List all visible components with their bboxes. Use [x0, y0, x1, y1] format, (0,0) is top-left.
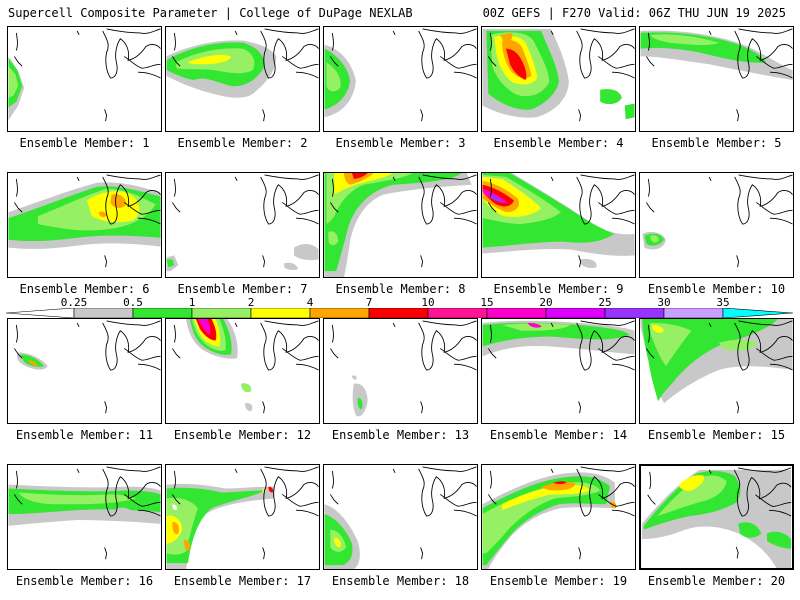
- ensemble-panel-10[interactable]: Ensemble Member: 10: [639, 172, 794, 296]
- ensemble-panel-4[interactable]: Ensemble Member: 4: [481, 26, 636, 150]
- ensemble-panel-11[interactable]: Ensemble Member: 11: [7, 318, 162, 442]
- panel-label: Ensemble Member: 5: [651, 136, 782, 150]
- ensemble-panel-2[interactable]: Ensemble Member: 2: [165, 26, 320, 150]
- panel-row-4: Ensemble Member: 16 Ensemble Member: 17 …: [7, 464, 794, 588]
- legend-swatch-12: [722, 308, 794, 318]
- ensemble-map-12: [165, 318, 320, 424]
- legend-swatch-1: [73, 308, 134, 318]
- panel-label: Ensemble Member: 2: [177, 136, 308, 150]
- panel-label: Ensemble Member: 12: [173, 428, 312, 442]
- panel-label: Ensemble Member: 11: [15, 428, 154, 442]
- panel-label: Ensemble Member: 17: [173, 574, 312, 588]
- panel-label: Ensemble Member: 19: [489, 574, 628, 588]
- ensemble-map-1: [7, 26, 162, 132]
- chart-title: Supercell Composite Parameter | College …: [8, 6, 413, 20]
- run-valid-time: 00Z GEFS | F270 Valid: 06Z THU JUN 19 20…: [482, 6, 786, 20]
- legend-tick-label: 35: [716, 296, 730, 309]
- panel-label: Ensemble Member: 15: [647, 428, 786, 442]
- ensemble-map-7: [165, 172, 320, 278]
- ensemble-panel-12[interactable]: Ensemble Member: 12: [165, 318, 320, 442]
- ensemble-map-8: [323, 172, 478, 278]
- legend-color-bar: [6, 308, 794, 318]
- legend-swatch-9: [545, 308, 606, 318]
- panel-row-3: Ensemble Member: 11 Ensemble Member: 12 …: [7, 318, 794, 442]
- ensemble-map-16: [7, 464, 162, 570]
- panel-label: Ensemble Member: 4: [493, 136, 624, 150]
- ensemble-map-4: [481, 26, 636, 132]
- panel-label: Ensemble Member: 3: [335, 136, 466, 150]
- panel-label: Ensemble Member: 9: [493, 282, 624, 296]
- ensemble-map-18: [323, 464, 478, 570]
- ensemble-panel-15[interactable]: Ensemble Member: 15: [639, 318, 794, 442]
- ensemble-panel-18[interactable]: Ensemble Member: 18: [323, 464, 478, 588]
- legend-tick-label: 2: [247, 296, 255, 309]
- ensemble-panel-3[interactable]: Ensemble Member: 3: [323, 26, 478, 150]
- ensemble-panel-9[interactable]: Ensemble Member: 9: [481, 172, 636, 296]
- ensemble-panel-8[interactable]: Ensemble Member: 8: [323, 172, 478, 296]
- legend-swatch-3: [191, 308, 252, 318]
- legend-tick-label: 0.5: [123, 296, 143, 309]
- ensemble-panel-5[interactable]: Ensemble Member: 5: [639, 26, 794, 150]
- ensemble-map-6: [7, 172, 162, 278]
- panel-label: Ensemble Member: 10: [647, 282, 786, 296]
- ensemble-panel-14[interactable]: Ensemble Member: 14: [481, 318, 636, 442]
- legend-swatch-5: [309, 308, 370, 318]
- ensemble-map-2: [165, 26, 320, 132]
- ensemble-panel-19[interactable]: Ensemble Member: 19: [481, 464, 636, 588]
- ensemble-map-3: [323, 26, 478, 132]
- ensemble-panel-7[interactable]: Ensemble Member: 7: [165, 172, 320, 296]
- legend-swatch-8: [486, 308, 547, 318]
- legend-swatch-7: [427, 308, 488, 318]
- panel-label: Ensemble Member: 14: [489, 428, 628, 442]
- legend-tick-label: 30: [657, 296, 671, 309]
- panel-label: Ensemble Member: 7: [177, 282, 308, 296]
- ensemble-map-13: [323, 318, 478, 424]
- panel-label: Ensemble Member: 6: [19, 282, 150, 296]
- legend-arrow-low: [6, 308, 75, 318]
- ensemble-map-15: [639, 318, 794, 424]
- panel-label: Ensemble Member: 8: [335, 282, 466, 296]
- legend-tick-label: 20: [539, 296, 553, 309]
- ensemble-panel-1[interactable]: Ensemble Member: 1: [7, 26, 162, 150]
- legend-tick-label: 15: [480, 296, 494, 309]
- ensemble-panel-6[interactable]: Ensemble Member: 6: [7, 172, 162, 296]
- ensemble-map-5: [639, 26, 794, 132]
- ensemble-map-19: [481, 464, 636, 570]
- legend-tick-label: 4: [306, 296, 314, 309]
- legend-swatch-10: [604, 308, 665, 318]
- panel-row-2: Ensemble Member: 6 Ensemble Member: 7 En…: [7, 172, 794, 296]
- legend-tick-label: 1: [188, 296, 196, 309]
- color-scale-legend: 0.25 0.5 1 2 4 7 10 15 20 25 30 35: [6, 296, 794, 318]
- legend-tick-label: 7: [365, 296, 373, 309]
- legend-tick-label: 25: [598, 296, 612, 309]
- ensemble-panel-13[interactable]: Ensemble Member: 13: [323, 318, 478, 442]
- ensemble-map-10: [639, 172, 794, 278]
- panel-row-1: Ensemble Member: 1 Ensemble Member: 2 En…: [7, 26, 794, 150]
- ensemble-map-20: [639, 464, 794, 570]
- ensemble-map-9: [481, 172, 636, 278]
- ensemble-panel-20[interactable]: Ensemble Member: 20: [639, 464, 794, 588]
- ensemble-panel-17[interactable]: Ensemble Member: 17: [165, 464, 320, 588]
- panel-label: Ensemble Member: 1: [19, 136, 150, 150]
- panel-label: Ensemble Member: 13: [331, 428, 470, 442]
- panel-label: Ensemble Member: 20: [647, 574, 786, 588]
- legend-swatch-11: [663, 308, 724, 318]
- legend-swatch-2: [132, 308, 193, 318]
- legend-swatch-4: [250, 308, 311, 318]
- legend-swatch-6: [368, 308, 429, 318]
- ensemble-panel-16[interactable]: Ensemble Member: 16: [7, 464, 162, 588]
- legend-tick-label: 10: [421, 296, 435, 309]
- ensemble-map-14: [481, 318, 636, 424]
- panel-label: Ensemble Member: 16: [15, 574, 154, 588]
- ensemble-map-17: [165, 464, 320, 570]
- ensemble-map-11: [7, 318, 162, 424]
- legend-tick-label: 0.25: [60, 296, 88, 309]
- panel-label: Ensemble Member: 18: [331, 574, 470, 588]
